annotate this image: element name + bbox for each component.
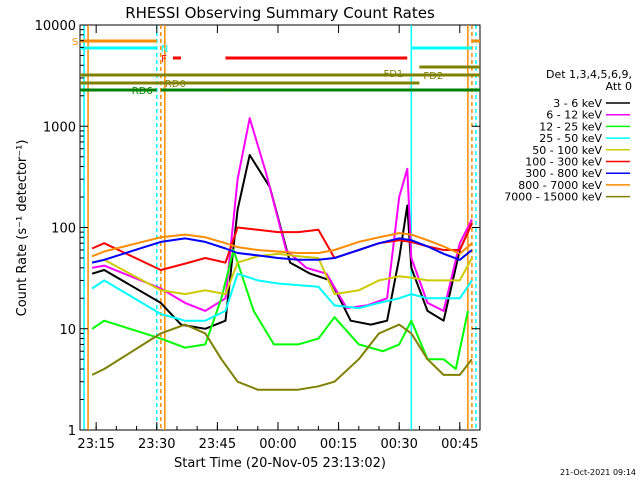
legend-label-5: 100 - 300 keV — [525, 156, 602, 169]
legend-header-1: Att 0 — [606, 80, 632, 93]
x-tick-label-3: 00:00 — [259, 437, 296, 452]
flag-label-rd6: RD6 — [132, 86, 153, 97]
legend-label-2: 12 - 25 keV — [539, 120, 602, 133]
legend-label-4: 50 - 100 keV — [532, 144, 602, 157]
series-line-6 — [91, 237, 473, 264]
x-tick-label-0: 23:15 — [77, 437, 114, 452]
legend-label-8: 7000 - 15000 keV — [504, 191, 602, 204]
legend-label-7: 800 - 7000 keV — [518, 179, 602, 192]
series-line-1 — [91, 117, 473, 312]
legend-label-3: 25 - 50 keV — [539, 132, 602, 145]
flag-label-rd0: RD0 — [165, 79, 186, 90]
legend-label-0: 3 - 6 keV — [553, 97, 602, 110]
x-tick-label-5: 00:30 — [380, 437, 417, 452]
series-line-4 — [91, 252, 473, 296]
series-line-8 — [91, 323, 473, 391]
y-tick-label-1: 10 — [59, 323, 76, 338]
data-series — [91, 117, 473, 391]
legend-header-0: Det 1,3,4,5,6,9, — [546, 68, 632, 81]
x-axis-label: Start Time (20-Nov-05 23:13:02) — [174, 456, 386, 471]
flag-bars: SNFFD1FD2RD0RD6 — [72, 37, 480, 97]
flag-label-n: N — [161, 44, 168, 55]
series-line-7 — [91, 232, 473, 258]
flag-label-s: S — [72, 37, 78, 48]
x-tick-label-2: 23:45 — [199, 437, 236, 452]
x-tick-label-6: 00:45 — [441, 437, 478, 452]
flag-label-fd2: FD2 — [423, 71, 443, 82]
flag-label-f: F — [161, 54, 167, 65]
chart-title: RHESSI Observing Summary Count Rates — [125, 4, 435, 22]
y-tick-label-0: 1 — [68, 424, 76, 439]
y-tick-label-4: 10000 — [35, 19, 76, 34]
legend-label-6: 300 - 800 keV — [525, 167, 602, 180]
y-axis-label: Count Rate (s⁻¹ detector⁻¹) — [15, 140, 30, 317]
series-line-0 — [91, 154, 473, 330]
series-line-3 — [91, 272, 473, 322]
axes: 23:15 23:30 23:45 00:00 00:15 00:30 00:45 1 10 10… — [35, 19, 481, 452]
legend-label-1: 6 - 12 keV — [546, 109, 602, 122]
x-tick-label-1: 23:30 — [138, 437, 175, 452]
x-tick-label-4: 00:15 — [320, 437, 357, 452]
y-tick-label-3: 1000 — [43, 120, 76, 135]
series-line-2 — [91, 249, 469, 370]
y-tick-label-2: 100 — [51, 222, 76, 237]
footer-date: 21-Oct-2021 09:14 — [560, 468, 636, 477]
